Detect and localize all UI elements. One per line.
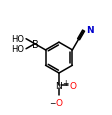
Text: N: N <box>56 81 62 90</box>
Text: HO: HO <box>11 45 24 54</box>
Text: HO: HO <box>11 35 24 44</box>
Text: N: N <box>86 26 94 35</box>
Text: O: O <box>55 98 62 107</box>
Text: B: B <box>32 39 39 49</box>
Text: −: − <box>49 99 55 107</box>
Text: O: O <box>70 81 77 90</box>
Text: +: + <box>62 78 69 87</box>
